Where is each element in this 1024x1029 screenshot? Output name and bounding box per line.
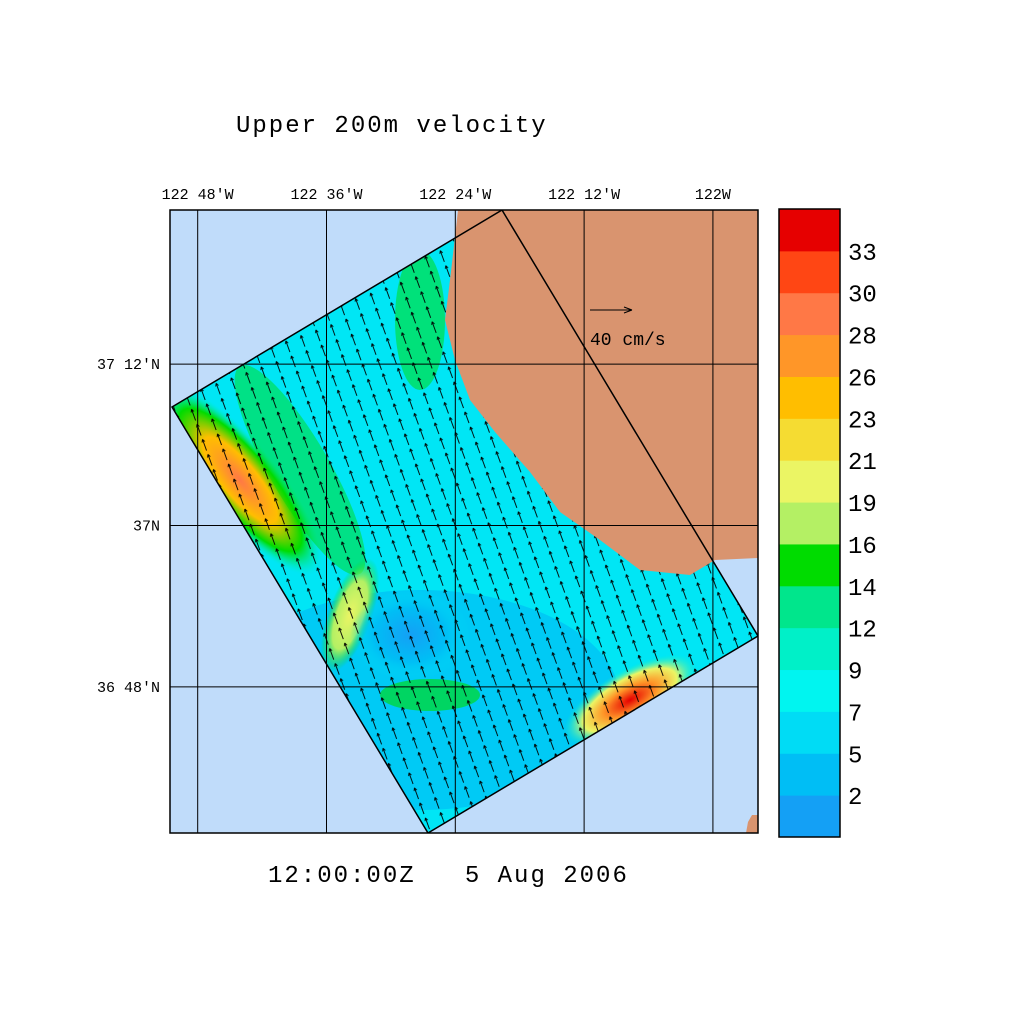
colorbar: 2 5 7 9 12 14 16 19 21 23 26 28 30 33 [778, 208, 877, 838]
colorbar-label: 5 [848, 743, 862, 770]
colorbar-band [779, 753, 840, 796]
colorbar-label: 12 [848, 618, 877, 645]
timestamp: 12:00:00Z 5 Aug 2006 [268, 863, 629, 890]
colorbar-label: 26 [848, 366, 877, 393]
colorbar-label: 7 [848, 701, 862, 728]
colorbar-label: 19 [848, 492, 877, 519]
colorbar-band [779, 292, 840, 336]
colorbar-label: 28 [848, 325, 877, 352]
land [746, 815, 758, 833]
x-tick-label: 122 24'W [419, 187, 491, 204]
colorbar-band [779, 711, 840, 754]
x-tick-label: 122W [695, 187, 731, 204]
colorbar-label: 16 [848, 534, 877, 561]
colorbar-band [779, 795, 840, 838]
colorbar-band [779, 585, 840, 629]
model-domain [170, 210, 758, 833]
colorbar-label: 33 [848, 241, 877, 268]
y-tick-label: 36 48'N [97, 680, 160, 697]
colorbar-band [779, 209, 840, 252]
colorbar-band [779, 418, 840, 461]
y-tick-label: 37 12'N [97, 357, 160, 374]
colorbar-band [779, 460, 840, 503]
colorbar-label: 9 [848, 660, 862, 687]
colorbar-band [779, 543, 840, 587]
x-tick-label: 122 48'W [162, 187, 234, 204]
x-tick-label: 122 36'W [290, 187, 362, 204]
colorbar-label: 21 [848, 450, 877, 477]
scale-arrow-head [623, 306, 633, 314]
map-title: Upper 200m velocity [236, 113, 548, 140]
colorbar-band [779, 502, 840, 545]
y-tick-label: 37N [133, 519, 160, 536]
colorbar-band [779, 669, 840, 712]
map-frame [169, 209, 759, 834]
land [445, 210, 758, 575]
colorbar-frame [778, 208, 841, 838]
colorbar-band [779, 250, 840, 294]
colorbar-label: 23 [848, 408, 877, 435]
colorbar-label: 30 [848, 283, 877, 310]
colorbar-band [779, 376, 840, 419]
colorbar-label: 2 [848, 785, 862, 812]
colorbar-label: 14 [848, 576, 877, 603]
scale-label: 40 cm/s [590, 331, 666, 351]
colorbar-band [779, 627, 840, 671]
colorbar-band [779, 334, 840, 377]
x-tick-label: 122 12'W [548, 187, 620, 204]
